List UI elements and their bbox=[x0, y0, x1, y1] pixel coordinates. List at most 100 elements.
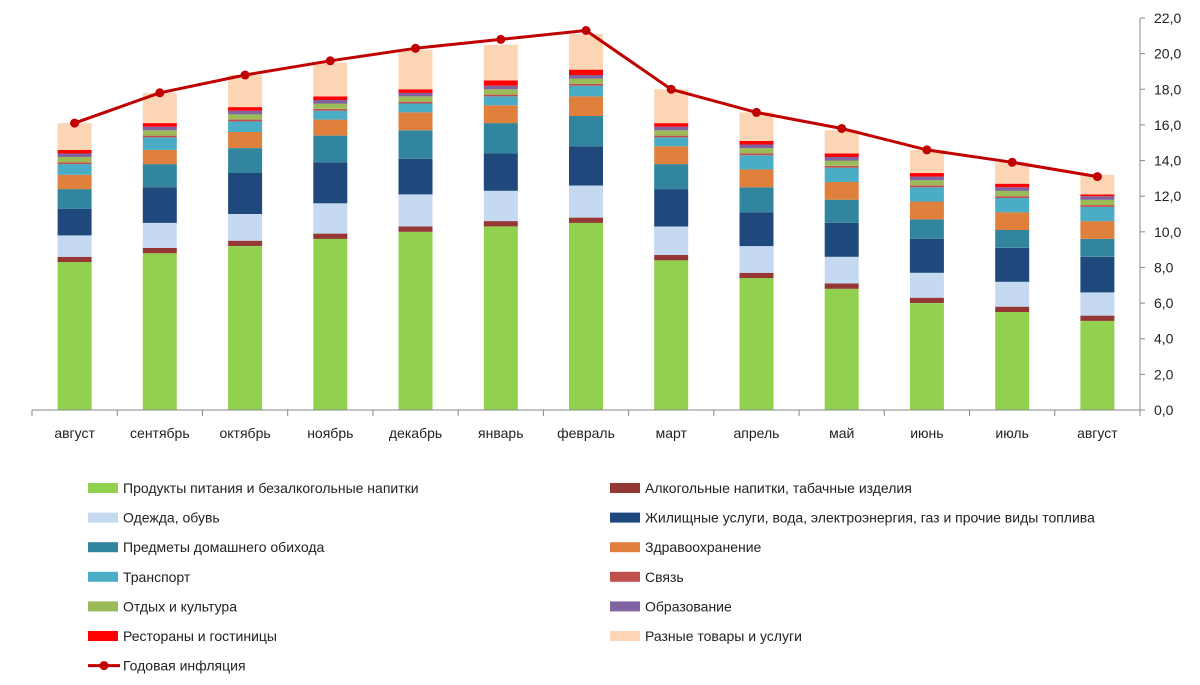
bars-layer bbox=[57, 34, 1115, 410]
bar-segment bbox=[228, 246, 263, 410]
bar-segment bbox=[398, 158, 433, 195]
bar-segment bbox=[569, 85, 603, 97]
bar-segment bbox=[654, 189, 689, 227]
legend-item: Жилищные услуги, вода, электроэнергия, г… bbox=[610, 510, 1095, 526]
x-tick-label: июнь bbox=[910, 425, 943, 441]
bar-segment bbox=[142, 164, 177, 188]
bar-segment bbox=[824, 283, 859, 289]
bar-segment bbox=[398, 231, 433, 410]
bar-segment bbox=[228, 214, 263, 241]
bar-segment bbox=[824, 222, 859, 257]
bar-segment bbox=[995, 198, 1030, 213]
bar-segment bbox=[398, 130, 433, 159]
bar-segment bbox=[142, 123, 177, 127]
legend-swatch bbox=[610, 571, 640, 582]
bar-segment bbox=[228, 132, 263, 148]
legend-label: Алкогольные напитки, табачные изделия bbox=[645, 480, 912, 496]
bar-segment bbox=[995, 281, 1030, 307]
inflation-point bbox=[155, 88, 165, 98]
x-tick-label: декабрь bbox=[389, 425, 442, 441]
bar-segment bbox=[483, 153, 518, 191]
bar-segment bbox=[824, 130, 859, 154]
bar-segment bbox=[909, 272, 944, 298]
bar-segment bbox=[739, 153, 774, 156]
inflation-point bbox=[1092, 172, 1102, 182]
legend-swatch bbox=[610, 631, 640, 641]
bar-segment bbox=[739, 187, 774, 213]
bar-segment bbox=[569, 75, 603, 79]
bar-segment bbox=[313, 238, 348, 410]
y-tick-label: 0,0 bbox=[1154, 402, 1174, 418]
bar-segment bbox=[398, 50, 433, 90]
y-tick-label: 14,0 bbox=[1154, 153, 1181, 169]
legend-label: Образование bbox=[645, 598, 732, 614]
bar-segment bbox=[313, 103, 348, 109]
bar-segment bbox=[569, 78, 603, 84]
bar-segment bbox=[909, 219, 944, 239]
legend-item: Одежда, обувь bbox=[88, 510, 220, 526]
bar-segment bbox=[909, 176, 944, 181]
legend-swatch bbox=[88, 601, 118, 612]
bar-segment bbox=[142, 130, 177, 136]
legend-item: Годовая инфляция bbox=[88, 658, 246, 674]
bar-segment bbox=[228, 121, 263, 132]
bar-segment bbox=[398, 112, 433, 131]
bar-segment bbox=[739, 169, 774, 188]
legend-label: Разные товары и услуги bbox=[645, 628, 802, 644]
legend-label: Рестораны и гостиницы bbox=[123, 628, 277, 644]
bar-segment bbox=[995, 190, 1030, 197]
y-tick-label: 10,0 bbox=[1154, 224, 1181, 240]
bar-segment bbox=[1080, 256, 1115, 293]
legend-item: Рестораны и гостиницы bbox=[88, 628, 277, 644]
legend-swatch bbox=[610, 542, 640, 553]
legend-label: Продукты питания и безалкогольные напитк… bbox=[123, 480, 419, 496]
bar-segment bbox=[57, 189, 92, 209]
y-tick-label: 4,0 bbox=[1154, 331, 1174, 347]
bar-segment bbox=[313, 100, 348, 104]
bar-segment bbox=[142, 126, 177, 131]
bar-segment bbox=[483, 96, 518, 106]
bar-segment bbox=[909, 297, 944, 303]
legend-label: Транспорт bbox=[123, 569, 191, 585]
bar-segment bbox=[1080, 194, 1115, 197]
legend-swatch bbox=[88, 512, 118, 523]
bar-segment bbox=[824, 288, 859, 410]
bar-segment bbox=[313, 162, 348, 204]
bar-segment bbox=[398, 96, 433, 102]
bar-segment bbox=[398, 103, 433, 113]
legend-label: Связь bbox=[645, 569, 684, 585]
y-tick-label: 20,0 bbox=[1154, 46, 1181, 62]
bar-segment bbox=[57, 256, 92, 263]
bar-segment bbox=[313, 135, 348, 163]
bar-segment bbox=[824, 167, 859, 182]
legend-swatch bbox=[88, 631, 118, 641]
legend-swatch bbox=[88, 571, 118, 582]
inflation-point bbox=[411, 43, 420, 53]
bar-segment bbox=[569, 83, 603, 86]
bar-segment bbox=[228, 107, 263, 111]
bar-segment bbox=[739, 272, 774, 279]
bar-segment bbox=[228, 75, 263, 108]
bar-segment bbox=[483, 44, 518, 81]
bar-segment bbox=[313, 108, 348, 111]
bar-segment bbox=[995, 230, 1030, 248]
legend-item: Разные товары и услуги bbox=[610, 628, 802, 644]
legend-label: Предметы домашнего обихода bbox=[123, 539, 325, 555]
bar-segment bbox=[313, 62, 348, 97]
y-tick-label: 6,0 bbox=[1154, 295, 1174, 311]
bar-segment bbox=[909, 201, 944, 220]
line-layer bbox=[70, 26, 1102, 182]
bar-segment bbox=[909, 303, 944, 410]
inflation-point bbox=[922, 145, 932, 155]
bar-segment bbox=[995, 183, 1030, 188]
bar-segment bbox=[483, 226, 518, 410]
legend-label: Здравоохранение bbox=[645, 539, 762, 555]
bar-segment bbox=[1080, 174, 1115, 195]
bar-segment bbox=[142, 247, 177, 254]
bar-segment bbox=[313, 233, 348, 239]
bar-segment bbox=[909, 238, 944, 273]
bar-segment bbox=[739, 278, 774, 410]
legend-item: Связь bbox=[610, 569, 684, 585]
